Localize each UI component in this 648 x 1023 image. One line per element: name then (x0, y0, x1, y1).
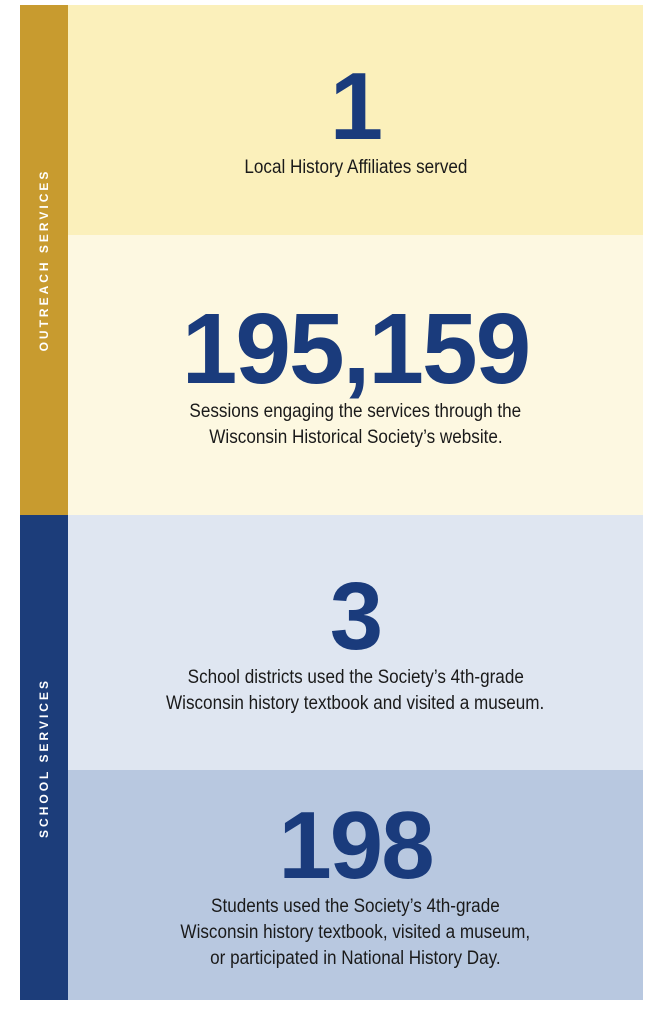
stat-description: Sessions engaging the services through t… (189, 401, 522, 422)
section: OUTREACH SERVICES 1 Local History Affiliat… (20, 5, 643, 515)
stat-number: 1 (329, 53, 383, 160)
stat-description: Wisconsin history textbook and visited a… (166, 692, 545, 714)
stat-description: Wisconsin Historical Society’s website. (208, 427, 503, 448)
panels: 1 Local History Affiliates served 195,159 S… (68, 5, 643, 515)
stat-description: Wisconsin history textbook, visited a mu… (180, 922, 531, 943)
stat-panel: 198 Students used the Society’s 4th-grade… (68, 770, 643, 1000)
stat-description: or participated in National History Day. (210, 948, 501, 969)
stat-number: 195,159 (181, 293, 531, 405)
section: SCHOOL SERVICES 3 School districts used th… (20, 515, 643, 1000)
stat-panel: 1 Local History Affiliates served (68, 5, 643, 235)
section-label: SCHOOL SERVICES (37, 677, 51, 838)
stat-description: School districts used the Society’s 4th-… (187, 666, 524, 688)
stat-description: Local History Affiliates served (243, 157, 468, 178)
stat-description: Students used the Society’s 4th-grade (211, 896, 500, 917)
side-bar: OUTREACH SERVICES (20, 5, 68, 515)
stat-panel: 3 School districts used the Society’s 4th… (68, 515, 643, 770)
stat-panel: 195,159 Sessions engaging the services th… (68, 235, 643, 515)
side-bar: SCHOOL SERVICES (20, 515, 68, 1000)
panels: 3 School districts used the Society’s 4th… (68, 515, 643, 1000)
section-label: OUTREACH SERVICES (37, 168, 51, 352)
infographic: OUTREACH SERVICES 1 Local History Affiliat… (20, 5, 643, 1000)
stat-number: 3 (329, 562, 383, 670)
stat-number: 198 (278, 792, 434, 899)
